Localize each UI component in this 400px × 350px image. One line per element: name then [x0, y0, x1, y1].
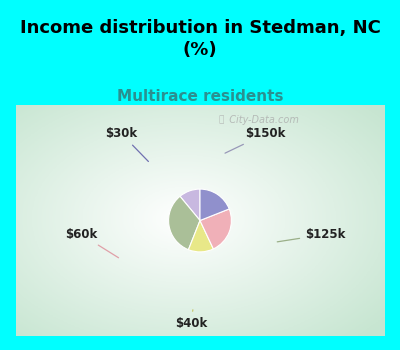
- Text: $150k: $150k: [225, 127, 286, 153]
- Text: $125k: $125k: [277, 228, 346, 242]
- Text: Multirace residents: Multirace residents: [117, 89, 283, 104]
- Text: $30k: $30k: [106, 127, 148, 161]
- Wedge shape: [168, 196, 200, 250]
- Text: City-Data.com: City-Data.com: [223, 116, 299, 125]
- Wedge shape: [180, 189, 200, 220]
- Wedge shape: [200, 189, 229, 220]
- Text: $60k: $60k: [65, 228, 118, 258]
- Text: Income distribution in Stedman, NC
(%): Income distribution in Stedman, NC (%): [20, 19, 380, 59]
- Text: ⓘ: ⓘ: [218, 116, 224, 124]
- Wedge shape: [188, 220, 213, 252]
- Wedge shape: [200, 209, 232, 249]
- Text: $40k: $40k: [175, 310, 207, 330]
